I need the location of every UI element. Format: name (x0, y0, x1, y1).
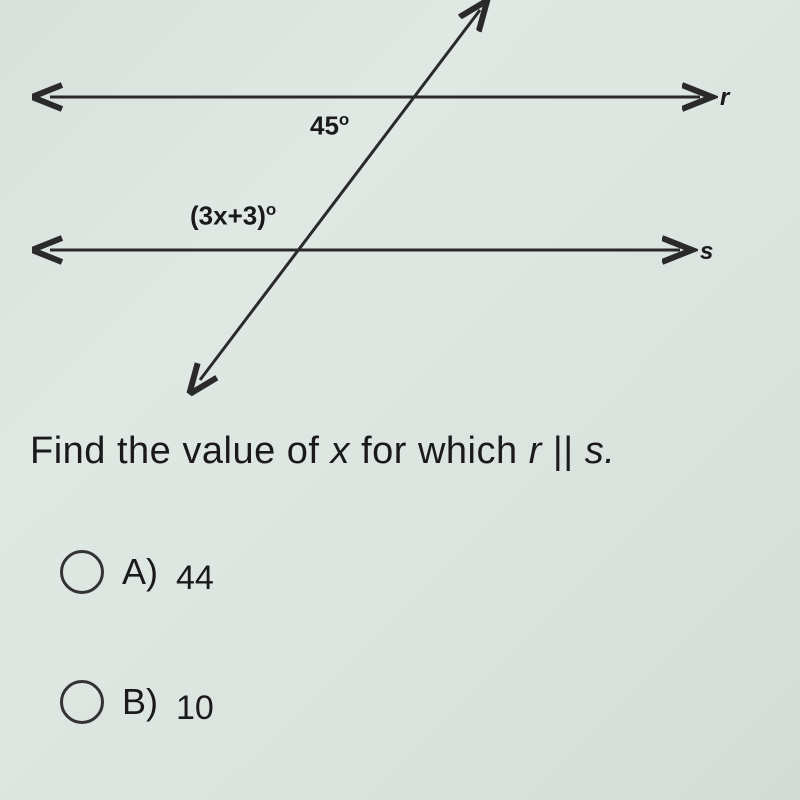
angle-expression-label: (3x+3)o (190, 200, 276, 232)
radio-a[interactable] (60, 550, 104, 594)
question-prefix: Find the value of (30, 430, 331, 472)
line-r-label: r (720, 84, 729, 112)
angle-45-label: 45o (310, 110, 349, 142)
question-text: Find the value of x for which r || s. (30, 430, 615, 473)
line-s-label: s (700, 238, 713, 266)
option-a-letter: A) (122, 551, 158, 593)
option-b-value: 10 (176, 689, 214, 728)
question-var-x: x (331, 430, 351, 472)
diagram-svg (0, 0, 800, 400)
option-b-letter: B) (122, 681, 158, 723)
question-var-s: s. (585, 430, 616, 472)
option-a-value: 44 (176, 559, 214, 598)
question-var-r: r (529, 430, 542, 472)
question-parallel: || (542, 430, 585, 472)
transversal-line (200, 10, 480, 380)
radio-b[interactable] (60, 680, 104, 724)
option-b[interactable]: B) 10 (60, 680, 214, 724)
question-middle: for which (350, 430, 529, 472)
geometry-diagram: r s 45o (3x+3)o (0, 0, 800, 400)
option-a[interactable]: A) 44 (60, 550, 214, 594)
